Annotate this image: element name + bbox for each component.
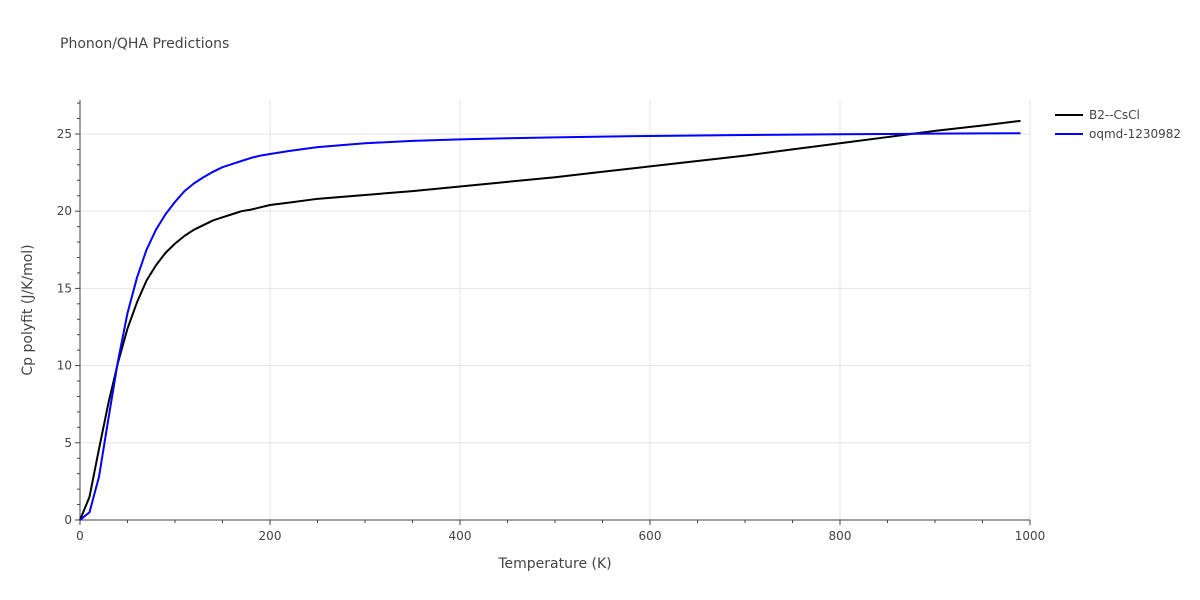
legend: B2--CsCl oqmd-1230982 <box>1055 108 1181 141</box>
y-tick-label: 5 <box>64 436 72 450</box>
x-tick-label: 800 <box>829 529 852 543</box>
x-tick-label: 0 <box>76 529 84 543</box>
series-line-2 <box>79 132 1021 521</box>
x-axis-title: Temperature (K) <box>497 556 611 572</box>
y-tick-label: 25 <box>57 127 72 141</box>
tick-labels: 0 200 400 600 800 1000 0 5 10 15 20 25 <box>57 127 1046 543</box>
x-tick-label: 1000 <box>1015 529 1046 543</box>
axes <box>75 100 1031 525</box>
legend-label[interactable]: B2--CsCl <box>1089 108 1140 122</box>
legend-label[interactable]: oqmd-1230982 <box>1089 127 1181 141</box>
x-tick-label: 600 <box>639 529 662 543</box>
y-tick-label: 0 <box>64 513 72 527</box>
y-tick-label: 10 <box>57 359 72 373</box>
grid <box>80 100 1031 520</box>
series-line-1 <box>79 119 1021 521</box>
series-group <box>79 119 1021 521</box>
y-tick-label: 15 <box>57 281 72 295</box>
x-tick-label: 400 <box>449 529 472 543</box>
x-tick-label: 200 <box>259 529 282 543</box>
chart-title: Phonon/QHA Predictions <box>60 36 230 52</box>
y-axis-title: Cp polyfit (J/K/mol) <box>20 244 36 375</box>
y-tick-label: 20 <box>57 204 72 218</box>
